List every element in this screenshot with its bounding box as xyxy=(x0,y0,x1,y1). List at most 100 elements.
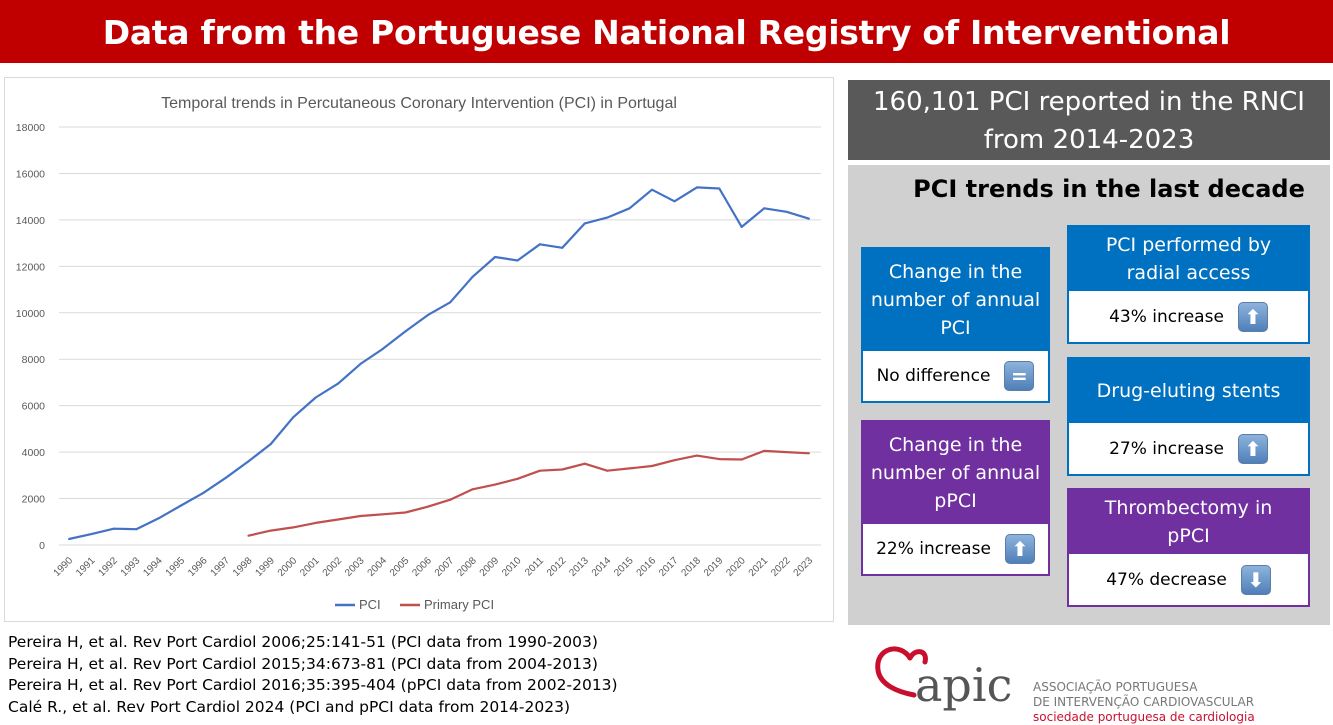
heart-logo-icon xyxy=(875,646,928,698)
x-tick-label: 1993 xyxy=(119,555,143,579)
chart-svg: Temporal trends in Percutaneous Coronary… xyxy=(16,95,821,612)
data-point xyxy=(740,458,743,461)
data-point xyxy=(606,216,609,219)
x-tick-label: 2002 xyxy=(321,555,345,579)
data-point xyxy=(112,527,115,530)
references: Pereira H, et al. Rev Port Cardiol 2006;… xyxy=(8,632,618,718)
data-point xyxy=(785,451,788,454)
total-pci-summary: 160,101 PCI reported in the RNCI from 20… xyxy=(848,80,1330,160)
data-point xyxy=(561,246,564,249)
y-tick-label: 16000 xyxy=(16,168,45,180)
x-tick-label: 1997 xyxy=(209,555,233,579)
y-tick-label: 14000 xyxy=(16,215,45,227)
card-header: PCI performed by radial access xyxy=(1069,227,1308,291)
data-point xyxy=(449,498,452,501)
data-point xyxy=(651,465,654,468)
data-point xyxy=(651,188,654,191)
apic-logo: apic ASSOCIAÇÃO PORTUGUESA DE INTERVENÇÃ… xyxy=(870,640,1270,724)
data-point xyxy=(180,504,183,507)
x-tick-label: 2006 xyxy=(410,555,434,579)
x-tick-label: 2009 xyxy=(478,555,502,579)
reference: Calé R., et al. Rev Port Cardiol 2024 (P… xyxy=(8,697,570,716)
data-point xyxy=(337,518,340,521)
card-result: 47% decrease ⬇ xyxy=(1069,554,1308,605)
data-point xyxy=(202,491,205,494)
x-tick-label: 2013 xyxy=(567,555,591,579)
result-text: 27% increase xyxy=(1109,438,1224,459)
data-point xyxy=(718,187,721,190)
card-result: 22% increase ⬆ xyxy=(863,524,1048,574)
data-point xyxy=(426,314,429,317)
data-point xyxy=(471,488,474,491)
logo-line-3: sociedade portuguesa de cardiologia xyxy=(1033,710,1255,724)
data-point xyxy=(314,396,317,399)
data-point xyxy=(718,458,721,461)
card-header: Change in the number of annual PCI xyxy=(863,249,1048,351)
data-point xyxy=(471,275,474,278)
x-tick-label: 2016 xyxy=(635,555,659,579)
data-point xyxy=(135,528,138,531)
data-point xyxy=(763,449,766,452)
result-text: 22% increase xyxy=(876,539,991,559)
data-point xyxy=(269,442,272,445)
data-point xyxy=(785,210,788,213)
data-point xyxy=(740,225,743,228)
card-thrombectomy: Thrombectomy in pPCI 47% decrease ⬇ xyxy=(1067,488,1310,607)
card-header: Change in the number of annual pPCI xyxy=(863,422,1048,524)
logo-line-1: ASSOCIAÇÃO PORTUGUESA xyxy=(1033,680,1198,694)
result-text: 43% increase xyxy=(1109,306,1224,327)
card-result: 27% increase ⬆ xyxy=(1069,423,1308,474)
data-point xyxy=(538,243,541,246)
card-header: Drug-eluting stents xyxy=(1069,359,1308,423)
data-point xyxy=(494,256,497,259)
x-tick-label: 1990 xyxy=(52,555,76,579)
card-drug-eluting-stents: Drug-eluting stents 27% increase ⬆ xyxy=(1067,357,1310,476)
x-tick-label: 1994 xyxy=(141,555,165,579)
data-point xyxy=(561,468,564,471)
card-result: 43% increase ⬆ xyxy=(1069,291,1308,342)
x-tick-label: 2018 xyxy=(679,555,703,579)
reference: Pereira H, et al. Rev Port Cardiol 2006;… xyxy=(8,633,598,651)
x-tick-label: 2021 xyxy=(747,555,771,579)
data-point xyxy=(269,529,272,532)
y-tick-label: 8000 xyxy=(22,354,46,366)
x-tick-label: 2019 xyxy=(702,555,726,579)
data-point xyxy=(157,517,160,520)
x-tick-label: 1996 xyxy=(186,555,210,579)
x-tick-label: 2005 xyxy=(388,555,412,579)
data-point xyxy=(763,207,766,210)
x-tick-label: 2008 xyxy=(455,555,479,579)
y-tick-label: 2000 xyxy=(22,494,46,506)
x-tick-label: 2014 xyxy=(590,555,614,579)
y-tick-label: 6000 xyxy=(22,401,46,413)
data-point xyxy=(583,462,586,465)
data-point xyxy=(90,533,93,536)
data-point xyxy=(494,483,497,486)
data-point xyxy=(381,513,384,516)
x-tick-label: 2022 xyxy=(769,555,793,579)
arrow-down-icon: ⬇ xyxy=(1240,564,1271,595)
arrow-up-icon: ⬆ xyxy=(1237,301,1268,332)
x-tick-label: 2011 xyxy=(523,555,546,578)
data-point xyxy=(359,362,362,365)
x-tick-label: 2003 xyxy=(343,555,367,579)
x-tick-label: 2004 xyxy=(366,555,390,579)
result-text: 47% decrease xyxy=(1106,569,1227,590)
y-tick-label: 4000 xyxy=(22,447,46,459)
x-tick-label: 2020 xyxy=(724,555,748,579)
data-point xyxy=(292,416,295,419)
chart-title: Temporal trends in Percutaneous Coronary… xyxy=(161,95,677,112)
arrow-up-icon: ⬆ xyxy=(1237,433,1268,464)
data-point xyxy=(68,537,70,540)
pci-trends-chart: Temporal trends in Percutaneous Coronary… xyxy=(4,77,834,622)
x-tick-label: 2023 xyxy=(792,555,816,579)
y-tick-label: 18000 xyxy=(16,122,45,134)
arrow-up-icon: ⬆ xyxy=(1004,534,1035,564)
x-tick-label: 2010 xyxy=(500,555,524,579)
data-point xyxy=(359,514,362,517)
x-tick-label: 2007 xyxy=(433,555,457,579)
series-line-pci xyxy=(68,186,810,541)
x-tick-label: 2015 xyxy=(612,555,636,579)
data-point xyxy=(695,186,698,189)
page-title: Data from the Portuguese National Regist… xyxy=(0,0,1333,118)
